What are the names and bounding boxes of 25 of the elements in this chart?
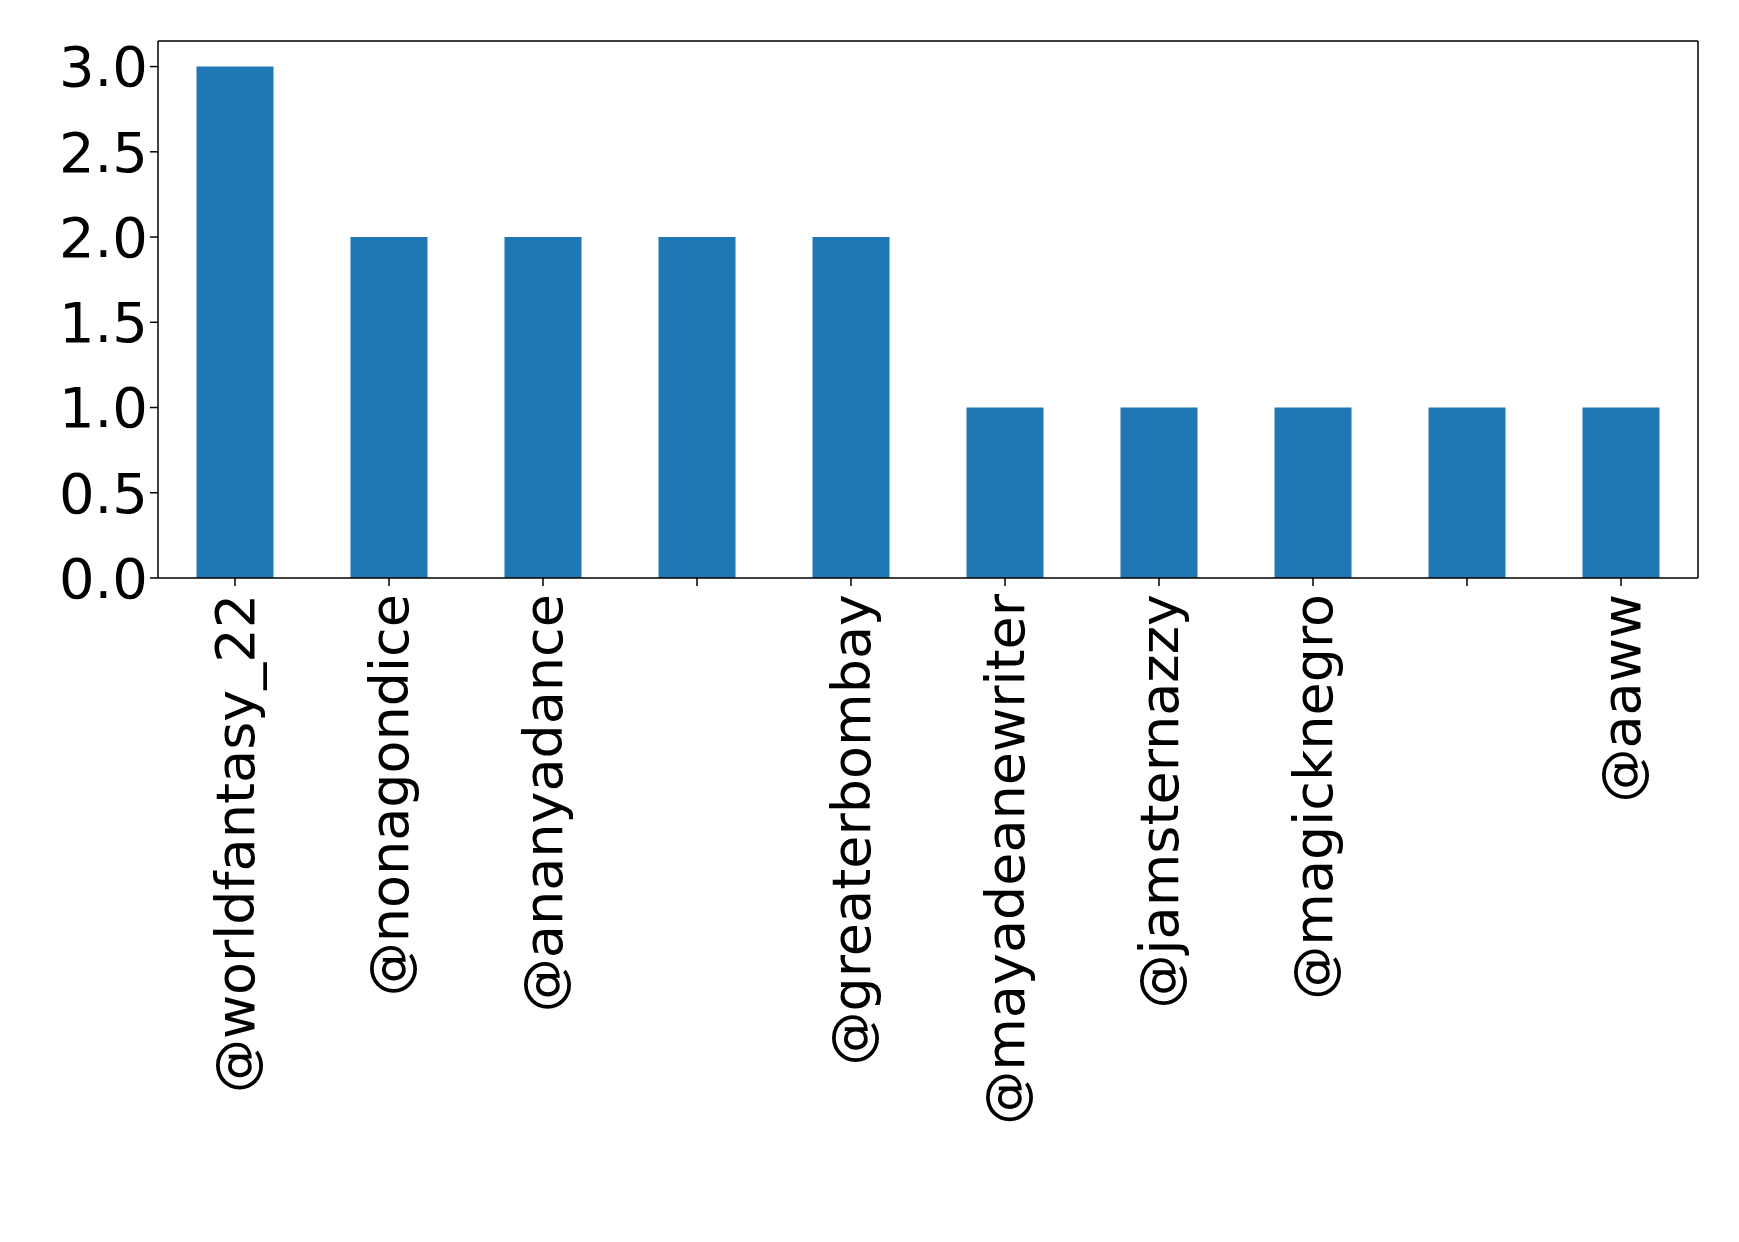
y-tick-label: 1.5 (58, 290, 148, 356)
bar (658, 237, 736, 578)
x-tick-label: @mayadeanewriter (973, 593, 1037, 1125)
y-tick-label: 2.5 (58, 119, 148, 185)
bar (1582, 407, 1660, 578)
x-tick-label: @aaww (1589, 594, 1653, 803)
bar (1428, 407, 1506, 578)
x-tick-label: @greaterbombay (819, 594, 883, 1066)
bar (1274, 407, 1352, 578)
bar (966, 407, 1044, 578)
bar (504, 237, 582, 578)
x-tick-label: @ananyadance (511, 594, 575, 1013)
bar (1120, 407, 1198, 578)
x-tick-label: @worldfantasy_22 (203, 594, 267, 1094)
x-tick-label: @magicknegro (1281, 594, 1345, 1000)
y-tick-label: 1.0 (58, 375, 148, 441)
x-tick-label: @nonagondice (357, 594, 421, 997)
y-tick-label: 3.0 (58, 34, 148, 100)
bar (350, 237, 428, 578)
y-tick-label: 0.5 (58, 460, 148, 526)
bar (812, 237, 890, 578)
x-tick-label: @jamsternazzy (1127, 594, 1191, 1009)
y-tick-label: 2.0 (58, 204, 148, 270)
y-tick-label: 0.0 (58, 545, 148, 611)
bar (196, 66, 274, 578)
